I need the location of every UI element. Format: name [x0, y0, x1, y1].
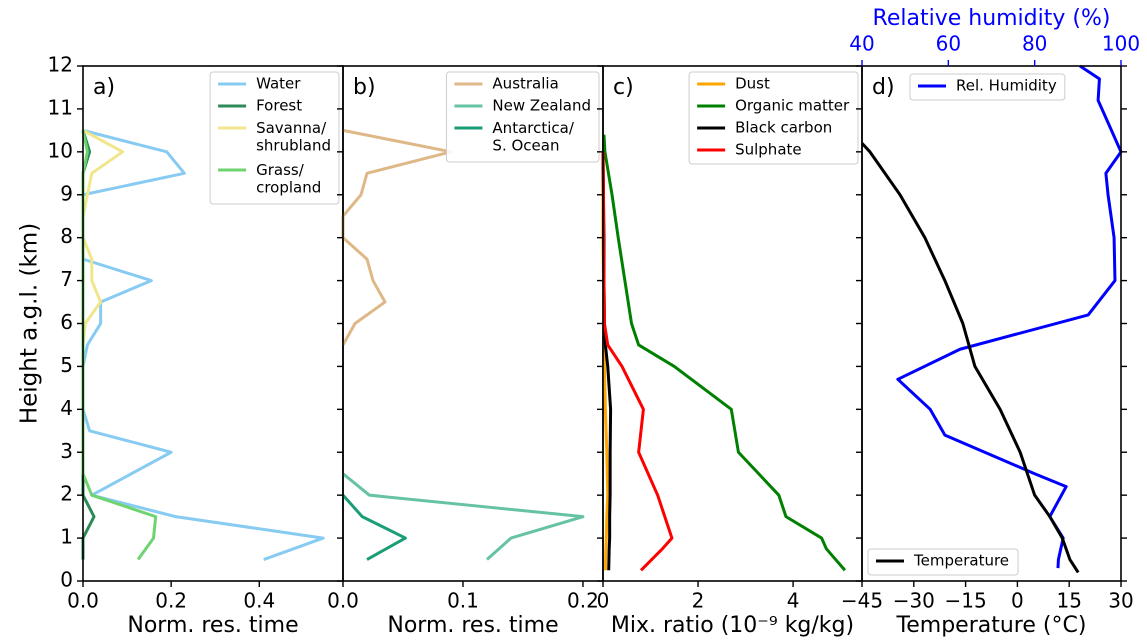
x2-tick-label: 60	[936, 32, 961, 56]
series-line	[601, 151, 674, 572]
series-line	[342, 472, 585, 561]
x-tick-label: 0.4	[243, 589, 275, 613]
x-tick-label: −45	[841, 589, 883, 613]
legend-label: Dust	[735, 75, 770, 93]
series-line	[341, 494, 407, 561]
series-line	[341, 128, 453, 346]
legend-box	[867, 548, 1019, 576]
x-tick-label: 0.0	[67, 589, 99, 613]
y-tick-label: 0	[60, 568, 73, 592]
series-line	[860, 142, 1080, 574]
legend-label: Antarctica/S. Ocean	[492, 119, 574, 154]
x-tick-label: 15	[1056, 589, 1081, 613]
y-axis-label: Height a.g.l. (km)	[17, 223, 43, 424]
legend-label: Australia	[492, 75, 558, 93]
x-tick-label: 0.0	[327, 589, 359, 613]
legend-box	[909, 73, 1066, 101]
legend-label: Water	[256, 75, 301, 93]
y-tick-label: 9	[60, 181, 73, 205]
x-tick-label: 0.2	[567, 589, 599, 613]
legend-label: New Zealand	[492, 97, 591, 115]
y-tick-label: 5	[60, 353, 73, 377]
legend-box	[688, 71, 859, 165]
x-axis-label: Norm. res. time	[127, 613, 298, 638]
x2-tick-label: 80	[1022, 32, 1047, 56]
y-tick-label: 7	[60, 267, 73, 291]
x-tick-label: 0	[1011, 589, 1024, 613]
y-tick-label: 12	[48, 53, 73, 77]
series-line	[602, 134, 847, 572]
legend: Rel. Humidity	[909, 73, 1066, 101]
series-line	[81, 129, 125, 346]
x-tick-label: −30	[893, 589, 935, 613]
legend-label: Forest	[256, 97, 302, 115]
x2-tick-label: 40	[849, 32, 874, 56]
y-tick-label: 6	[60, 310, 73, 334]
y-tick-label: 8	[60, 224, 73, 248]
panel-label: b)	[353, 75, 376, 100]
x-axis-label: Norm. res. time	[387, 613, 558, 638]
legend: Temperature	[867, 548, 1019, 576]
x-tick-label: 0	[597, 589, 610, 613]
y-tick-label: 3	[60, 439, 73, 463]
legend-label: Grass/cropland	[256, 161, 321, 196]
panel-label: d)	[872, 75, 895, 100]
legend: Water Forest Savanna/shrubland Grass/cropla…	[209, 71, 340, 205]
legend-label: Rel. Humidity	[956, 77, 1057, 95]
legend: Australia New Zealand Antarctica/S. Ocean	[445, 71, 600, 163]
y-tick-label: 4	[60, 396, 73, 420]
series-line	[896, 64, 1123, 569]
panel-label: a)	[93, 75, 115, 100]
y-tick-label: 2	[60, 482, 73, 506]
legend-label: Black carbon	[735, 119, 832, 137]
x-axis-label: Temperature (°C)	[896, 613, 1087, 638]
x-tick-label: 0.2	[155, 589, 187, 613]
panel-label: c)	[613, 75, 634, 100]
legend-label: Sulphate	[735, 141, 802, 159]
x-tick-label: −15	[944, 589, 986, 613]
x-tick-label: 30	[1108, 589, 1133, 613]
legend-label: Organic matter	[735, 97, 850, 115]
y-tick-label: 10	[48, 138, 73, 162]
legend-box	[445, 71, 600, 163]
legend: Dust Organic matter Black carbon Sulphate	[688, 71, 859, 165]
x-tick-label: 2	[692, 589, 705, 613]
panel-frame	[861, 65, 1122, 582]
legend-label: Temperature	[913, 552, 1009, 570]
x-axis-label: Mix. ratio (10⁻⁹ kg/kg)	[611, 613, 854, 638]
x-tick-label: 0.1	[447, 589, 479, 613]
x-tick-label: 4	[787, 589, 800, 613]
y-tick-label: 11	[48, 95, 73, 119]
series-line	[81, 130, 158, 561]
x2-tick-label: 100	[1102, 32, 1140, 56]
x2-axis-label: Relative humidity (%)	[873, 6, 1111, 31]
y-tick-label: 1	[60, 525, 73, 549]
legend-label: Savanna/shrubland	[256, 119, 331, 154]
